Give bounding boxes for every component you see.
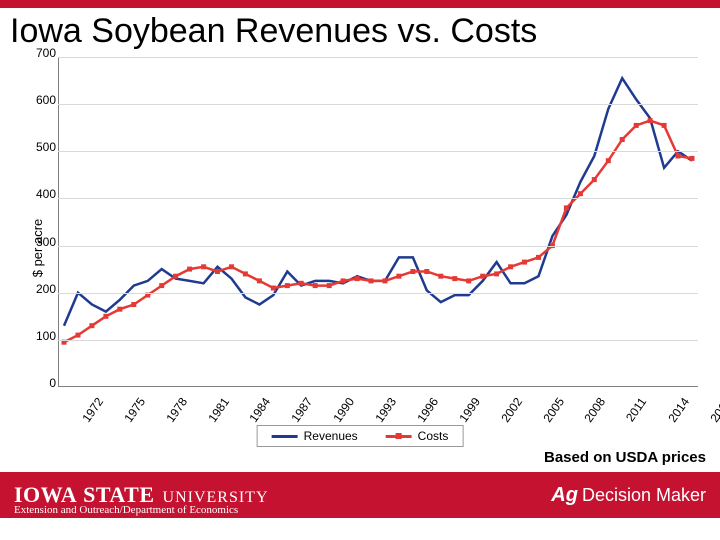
y-gridline <box>58 340 698 341</box>
x-tick-label: 1975 <box>121 395 148 425</box>
page-title: Iowa Soybean Revenues vs. Costs <box>0 8 720 53</box>
x-tick-label: 1993 <box>372 395 399 425</box>
y-tick-label: 400 <box>36 187 56 201</box>
series-marker <box>578 191 583 196</box>
series-marker <box>103 314 108 319</box>
y-gridline <box>58 104 698 105</box>
x-tick-label: 1996 <box>414 395 441 425</box>
x-tick-label: 2008 <box>582 395 609 425</box>
y-tick-label: 700 <box>36 46 56 60</box>
legend-item: Costs <box>386 429 449 443</box>
series-marker <box>313 283 318 288</box>
legend-label: Revenues <box>304 429 358 443</box>
series-marker <box>452 276 457 281</box>
chart-svg <box>58 57 698 387</box>
series-marker <box>229 264 234 269</box>
x-tick-label: 1984 <box>247 395 274 425</box>
series-marker <box>662 123 667 128</box>
series-marker <box>89 323 94 328</box>
series-marker <box>592 177 597 182</box>
series-marker <box>466 278 471 283</box>
series-marker <box>522 260 527 265</box>
series-marker <box>173 274 178 279</box>
legend-item: Revenues <box>272 429 358 443</box>
series-marker <box>369 278 374 283</box>
legend-swatch <box>386 435 412 438</box>
legend-label: Costs <box>418 429 449 443</box>
brand-rest: Decision Maker <box>582 485 706 506</box>
y-gridline <box>58 293 698 294</box>
series-marker <box>480 274 485 279</box>
x-tick-label: 1987 <box>289 395 316 425</box>
series-marker <box>648 118 653 123</box>
y-gridline <box>58 151 698 152</box>
y-tick-label: 0 <box>49 376 56 390</box>
y-tick-label: 600 <box>36 93 56 107</box>
x-tick-label: 2005 <box>540 395 567 425</box>
series-marker <box>634 123 639 128</box>
y-tick-label: 300 <box>36 235 56 249</box>
series-marker <box>243 271 248 276</box>
series-marker <box>257 278 262 283</box>
y-tick-label: 100 <box>36 329 56 343</box>
series-marker <box>76 333 81 338</box>
x-tick-label: 1981 <box>205 395 232 425</box>
series-marker <box>424 269 429 274</box>
chart-container: $ per acre 0100200300400500600700 197219… <box>10 53 710 443</box>
series-marker <box>299 281 304 286</box>
brand-logo: Ag Decision Maker <box>551 484 706 507</box>
legend: Revenues Costs <box>257 425 464 447</box>
series-marker <box>536 255 541 260</box>
extension-label: Extension and Outreach/Department of Eco… <box>14 504 238 516</box>
series-marker <box>564 205 569 210</box>
series-marker <box>271 286 276 291</box>
series-marker <box>620 137 625 142</box>
series-marker <box>606 158 611 163</box>
series-marker <box>355 276 360 281</box>
y-tick-label: 500 <box>36 140 56 154</box>
series-marker <box>383 278 388 283</box>
series-marker <box>438 274 443 279</box>
series-marker <box>159 283 164 288</box>
series-marker <box>690 156 695 161</box>
x-tick-label: 2017 <box>707 395 720 425</box>
y-gridline <box>58 57 698 58</box>
x-tick-label: 1999 <box>456 395 483 425</box>
x-tick-label: 1978 <box>163 395 190 425</box>
x-tick-label: 1972 <box>79 395 106 425</box>
y-gridline <box>58 198 698 199</box>
y-tick-container: 0100200300400500600700 <box>30 53 58 383</box>
x-tick-label: 1990 <box>331 395 358 425</box>
series-line <box>64 121 692 343</box>
series-marker <box>410 269 415 274</box>
header-accent-bar <box>0 0 720 8</box>
series-marker <box>131 302 136 307</box>
plot-area <box>58 57 698 387</box>
y-tick-label: 200 <box>36 282 56 296</box>
series-marker <box>215 269 220 274</box>
brand-ag: Ag <box>551 484 578 507</box>
legend-swatch <box>272 435 298 438</box>
legend-marker-icon <box>396 433 402 439</box>
series-marker <box>201 264 206 269</box>
x-tick-label: 2014 <box>666 395 693 425</box>
series-marker <box>117 307 122 312</box>
series-marker <box>327 283 332 288</box>
series-marker <box>508 264 513 269</box>
series-marker <box>494 271 499 276</box>
series-marker <box>341 278 346 283</box>
y-gridline <box>58 246 698 247</box>
series-marker <box>285 283 290 288</box>
series-marker <box>396 274 401 279</box>
series-marker <box>187 267 192 272</box>
x-tick-label: 2002 <box>498 395 525 425</box>
x-tick-label: 2011 <box>623 395 649 424</box>
series-marker <box>676 154 681 159</box>
footer-wrap: IOWA STATE UNIVERSITY Ag Decision Maker … <box>0 472 720 518</box>
